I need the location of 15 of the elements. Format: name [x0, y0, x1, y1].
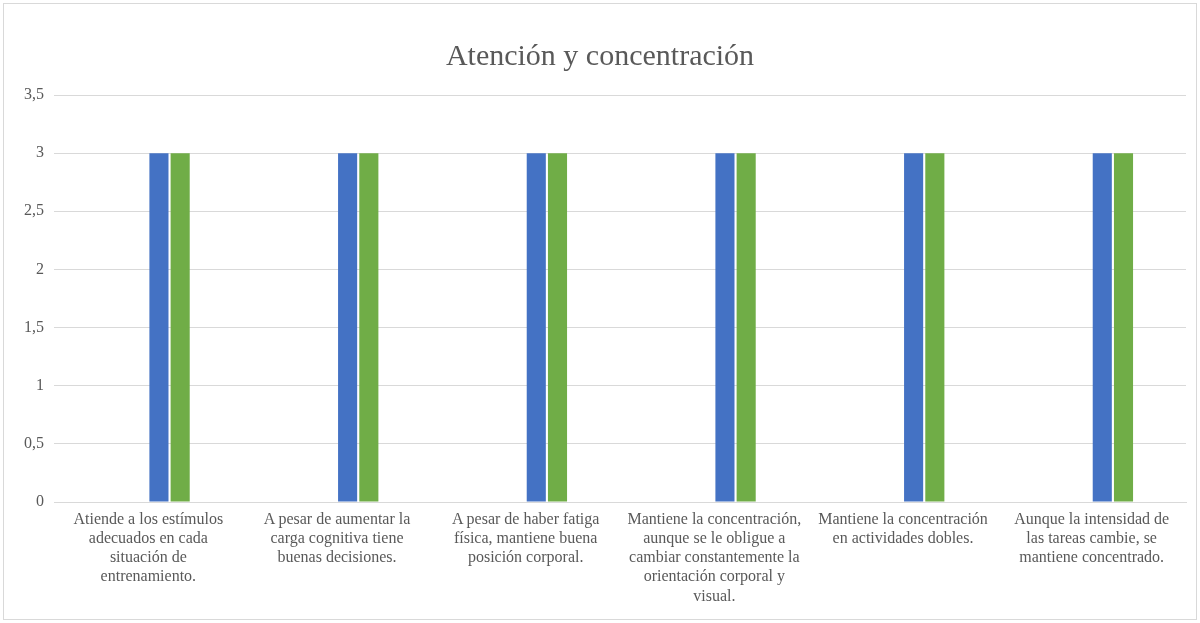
x-tick-label: A pesar de haber fatiga física, mantiene buena posición corporal.	[451, 509, 600, 567]
y-tick-label: 2	[36, 259, 44, 277]
y-tick-label: 1	[36, 375, 44, 393]
chart-title: Atención y concentración	[445, 37, 755, 71]
x-tick-label: Atiende a los estímulos adecuados en cada situación de entrenamiento.	[73, 509, 224, 585]
x-tick-label: Aunque la intensidad de las tareas cambie, se mantiene concentrado.	[1014, 509, 1170, 566]
x-tick-label: Mantiene la concentración, aunque se le obligue a cambiar constantemente la orientación corporal y visual.	[627, 509, 802, 604]
x-tick-label: Mantiene la concentración en actividades dobles.	[818, 509, 988, 546]
y-tick-label: 0	[36, 492, 44, 510]
y-tick-label: 0,5	[24, 434, 44, 452]
y-tick-label: 3,5	[24, 85, 44, 103]
x-tick-label: A pesar de aumentar la carga cognitiva tiene buenas decisiones.	[263, 509, 411, 566]
y-tick-label: 3	[36, 143, 44, 161]
y-tick-label: 1,5	[24, 317, 44, 335]
y-tick-label: 2,5	[24, 201, 44, 219]
